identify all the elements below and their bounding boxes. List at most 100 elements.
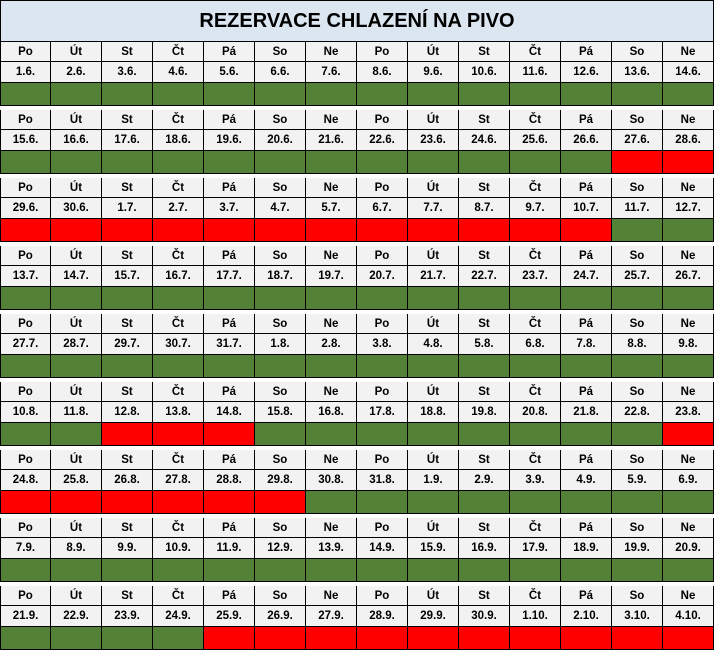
status-cell-reserved[interactable] (153, 219, 204, 242)
status-cell-free[interactable] (0, 423, 51, 446)
status-cell-reserved[interactable] (51, 491, 102, 514)
status-cell-free[interactable] (459, 287, 510, 310)
status-cell-free[interactable] (153, 287, 204, 310)
status-cell-free[interactable] (510, 287, 561, 310)
status-cell-reserved[interactable] (204, 627, 255, 650)
status-cell-reserved[interactable] (612, 151, 663, 174)
status-cell-free[interactable] (510, 355, 561, 378)
status-cell-free[interactable] (204, 287, 255, 310)
status-cell-free[interactable] (51, 355, 102, 378)
status-cell-reserved[interactable] (255, 219, 306, 242)
status-cell-free[interactable] (357, 559, 408, 582)
status-cell-free[interactable] (663, 355, 714, 378)
status-cell-free[interactable] (306, 559, 357, 582)
status-cell-free[interactable] (663, 219, 714, 242)
status-cell-reserved[interactable] (663, 151, 714, 174)
status-cell-reserved[interactable] (153, 491, 204, 514)
status-cell-free[interactable] (510, 151, 561, 174)
status-cell-free[interactable] (51, 287, 102, 310)
status-cell-free[interactable] (153, 151, 204, 174)
status-cell-free[interactable] (459, 423, 510, 446)
status-cell-free[interactable] (153, 559, 204, 582)
status-cell-free[interactable] (612, 355, 663, 378)
status-cell-free[interactable] (459, 83, 510, 106)
status-cell-free[interactable] (204, 355, 255, 378)
status-cell-free[interactable] (561, 83, 612, 106)
status-cell-free[interactable] (510, 559, 561, 582)
status-cell-free[interactable] (408, 423, 459, 446)
status-cell-free[interactable] (663, 491, 714, 514)
status-cell-free[interactable] (357, 423, 408, 446)
status-cell-free[interactable] (255, 355, 306, 378)
status-cell-free[interactable] (255, 83, 306, 106)
status-cell-free[interactable] (408, 355, 459, 378)
status-cell-reserved[interactable] (204, 219, 255, 242)
status-cell-free[interactable] (561, 287, 612, 310)
status-cell-free[interactable] (459, 151, 510, 174)
status-cell-reserved[interactable] (102, 491, 153, 514)
status-cell-free[interactable] (255, 151, 306, 174)
status-cell-free[interactable] (204, 83, 255, 106)
status-cell-reserved[interactable] (510, 627, 561, 650)
status-cell-reserved[interactable] (102, 219, 153, 242)
status-cell-reserved[interactable] (0, 219, 51, 242)
status-cell-free[interactable] (51, 627, 102, 650)
status-cell-free[interactable] (561, 355, 612, 378)
status-cell-free[interactable] (561, 151, 612, 174)
status-cell-free[interactable] (561, 559, 612, 582)
status-cell-reserved[interactable] (153, 423, 204, 446)
status-cell-free[interactable] (357, 151, 408, 174)
status-cell-free[interactable] (306, 151, 357, 174)
status-cell-reserved[interactable] (255, 627, 306, 650)
status-cell-free[interactable] (408, 83, 459, 106)
status-cell-free[interactable] (306, 83, 357, 106)
status-cell-free[interactable] (357, 355, 408, 378)
status-cell-free[interactable] (0, 355, 51, 378)
status-cell-free[interactable] (459, 559, 510, 582)
status-cell-reserved[interactable] (255, 491, 306, 514)
status-cell-free[interactable] (459, 355, 510, 378)
status-cell-free[interactable] (663, 83, 714, 106)
status-cell-free[interactable] (255, 287, 306, 310)
status-cell-free[interactable] (51, 151, 102, 174)
status-cell-free[interactable] (408, 151, 459, 174)
status-cell-free[interactable] (153, 627, 204, 650)
status-cell-reserved[interactable] (663, 423, 714, 446)
status-cell-reserved[interactable] (0, 491, 51, 514)
status-cell-free[interactable] (102, 627, 153, 650)
status-cell-free[interactable] (255, 423, 306, 446)
status-cell-reserved[interactable] (408, 627, 459, 650)
status-cell-free[interactable] (102, 287, 153, 310)
status-cell-free[interactable] (612, 423, 663, 446)
status-cell-free[interactable] (408, 287, 459, 310)
status-cell-free[interactable] (204, 559, 255, 582)
status-cell-reserved[interactable] (306, 219, 357, 242)
status-cell-free[interactable] (612, 491, 663, 514)
status-cell-free[interactable] (306, 287, 357, 310)
status-cell-free[interactable] (0, 627, 51, 650)
status-cell-free[interactable] (153, 355, 204, 378)
status-cell-free[interactable] (102, 559, 153, 582)
status-cell-reserved[interactable] (408, 219, 459, 242)
status-cell-free[interactable] (0, 151, 51, 174)
status-cell-free[interactable] (204, 151, 255, 174)
status-cell-free[interactable] (306, 423, 357, 446)
status-cell-reserved[interactable] (612, 627, 663, 650)
status-cell-reserved[interactable] (102, 423, 153, 446)
status-cell-reserved[interactable] (561, 219, 612, 242)
status-cell-free[interactable] (357, 491, 408, 514)
status-cell-free[interactable] (612, 83, 663, 106)
status-cell-reserved[interactable] (306, 627, 357, 650)
status-cell-free[interactable] (0, 287, 51, 310)
status-cell-free[interactable] (408, 559, 459, 582)
status-cell-free[interactable] (306, 491, 357, 514)
status-cell-reserved[interactable] (459, 627, 510, 650)
status-cell-reserved[interactable] (459, 219, 510, 242)
status-cell-free[interactable] (102, 151, 153, 174)
status-cell-free[interactable] (510, 83, 561, 106)
status-cell-free[interactable] (357, 287, 408, 310)
status-cell-free[interactable] (0, 559, 51, 582)
status-cell-free[interactable] (612, 559, 663, 582)
status-cell-reserved[interactable] (357, 627, 408, 650)
status-cell-free[interactable] (0, 83, 51, 106)
